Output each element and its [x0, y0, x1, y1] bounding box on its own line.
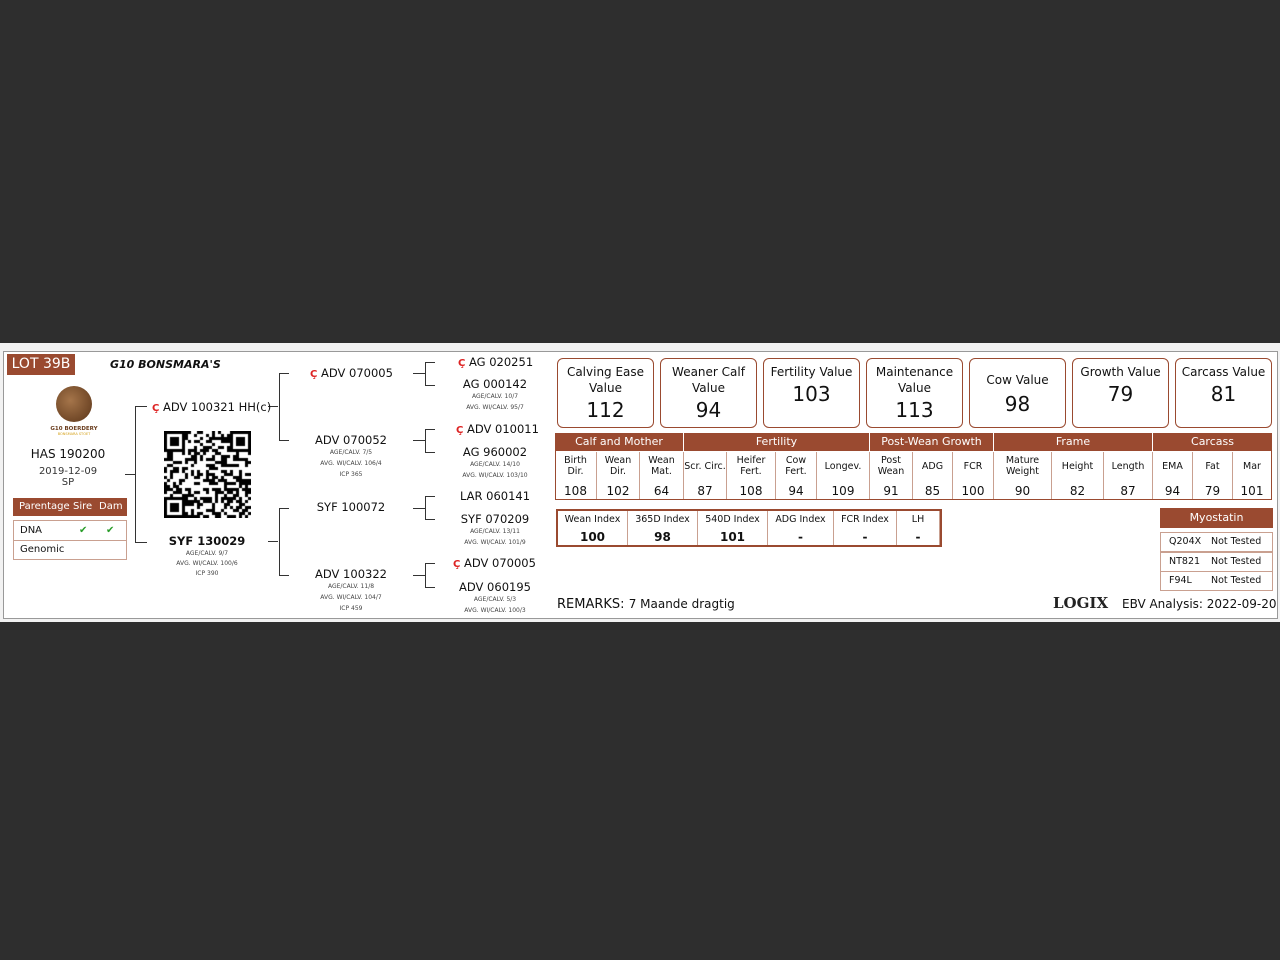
myostatin-row: Q204X Not Tested [1160, 532, 1273, 552]
ebv-value-box: Maintenance Value 113 [866, 358, 963, 428]
ebv-value-box: Weaner Calf Value 94 [660, 358, 757, 428]
trait-cell: EMA 94 [1153, 452, 1193, 500]
index-cell: LH - [897, 510, 940, 546]
ct-icon: Ç [310, 369, 318, 380]
trait-cell: ADG 85 [913, 452, 953, 500]
sire-dam-sire: Ç ADV 010011 [456, 422, 539, 436]
remarks: REMARKS: 7 Maande dragtig [557, 597, 735, 612]
sire-sire-sire: Ç AG 020251 [458, 355, 534, 369]
breeder-logo: G10 BOERDERY BONSMARA STOET [40, 386, 108, 441]
dam-dam: ADV 100322 AGE/CALV. 11/8 AVG. WI/CALV. … [315, 567, 387, 612]
index-cell: Wean Index 100 [558, 510, 628, 546]
breeder-name: G10 BONSMARA'S [110, 358, 221, 371]
index-cell: ADG Index - [768, 510, 834, 546]
ebv-value-box: Cow Value 98 [969, 358, 1066, 428]
sire-dam: ADV 070052 AGE/CALV. 7/5 AVG. WI/CALV. 1… [315, 433, 387, 478]
ct-icon: Ç [458, 358, 466, 369]
ebv-value-box: Fertility Value 103 [763, 358, 860, 428]
myostatin-row: NT821 Not Tested [1160, 551, 1273, 572]
dam-sire-dam: SYF 070209 AGE/CALV. 13/11 AVG. WI/CALV.… [460, 512, 530, 546]
parentage-table: DNA ✔ ✔ Genomic [13, 520, 127, 560]
dam-dam-dam: ADV 060195 AGE/CALV. 5/3 AVG. WI/CALV. 1… [459, 580, 531, 614]
trait-cell: FCR 100 [953, 452, 994, 500]
group-header: Calf and Mother [555, 433, 683, 451]
animal-code: SP [61, 477, 75, 488]
dam-sire: SYF 100072 [316, 500, 386, 514]
sire: Ç ADV 100321 HH(c) [152, 400, 272, 414]
trait-cell: Post Wean 91 [870, 452, 913, 500]
trait-cell: Fat 79 [1193, 452, 1233, 500]
logix-logo: LOGIX [1053, 594, 1109, 612]
trait-cell: Wean Dir. 102 [597, 452, 640, 500]
trait-cell: Cow Fert. 94 [776, 452, 817, 500]
ct-icon: Ç [453, 559, 461, 570]
group-header: Post-Wean Growth [870, 433, 993, 451]
ebv-value-box: Calving Ease Value 112 [557, 358, 654, 428]
sire-sire: Ç ADV 070005 [310, 366, 393, 380]
trait-cell: Heifer Fert. 108 [727, 452, 776, 500]
trait-cell: Mature Weight 90 [994, 452, 1052, 500]
trait-cell: Scr. Circ. 87 [684, 452, 727, 500]
trait-cell: Length 87 [1104, 452, 1153, 500]
parentage-header: Parentage Sire Dam [13, 498, 127, 516]
ebv-value-box: Carcass Value 81 [1175, 358, 1272, 428]
dam-dam-sire: Ç ADV 070005 [453, 556, 536, 570]
parentage-row-genomic: Genomic [20, 544, 65, 555]
animal-id: HAS 190200 [30, 447, 106, 461]
myostatin-header: Myostatin [1160, 508, 1273, 528]
traits-table-border [555, 451, 1272, 500]
parentage-row-dna: DNA ✔ ✔ [14, 521, 126, 541]
dam-sire-sire: LAR 060141 [459, 489, 531, 503]
check-icon: ✔ [106, 525, 115, 536]
birth-date: 2019-12-09 [38, 466, 98, 477]
ebv-analysis-date: EBV Analysis: 2022-09-20 [1122, 597, 1277, 611]
index-cell: 365D Index 98 [628, 510, 698, 546]
index-table-border [556, 509, 942, 547]
ct-icon: Ç [456, 425, 464, 436]
dam: SYF 130029 AGE/CALV. 9/7 AVG. WI/CALV. 1… [168, 534, 246, 577]
check-icon: ✔ [79, 525, 88, 536]
group-header: Carcass [1153, 433, 1272, 451]
qr-code[interactable] [164, 431, 251, 518]
ebv-value-box: Growth Value 79 [1072, 358, 1169, 428]
index-cell: 540D Index 101 [698, 510, 768, 546]
trait-cell: Wean Mat. 64 [640, 452, 684, 500]
group-header: Frame [994, 433, 1152, 451]
myostatin-row: F94L Not Tested [1160, 571, 1273, 591]
sire-sire-dam: AG 000142 AGE/CALV. 10/7 AVG. WI/CALV. 9… [462, 377, 528, 411]
lot-badge: LOT 39B [7, 354, 75, 375]
group-header: Fertility [684, 433, 869, 451]
trait-cell: Height 82 [1052, 452, 1104, 500]
trait-cell: Longev. 109 [817, 452, 870, 500]
sire-dam-dam: AG 960002 AGE/CALV. 14/10 AVG. WI/CALV. … [462, 445, 528, 479]
index-cell: FCR Index - [834, 510, 897, 546]
trait-cell: Birth Dir. 108 [555, 452, 597, 500]
ct-icon: Ç [152, 403, 160, 414]
